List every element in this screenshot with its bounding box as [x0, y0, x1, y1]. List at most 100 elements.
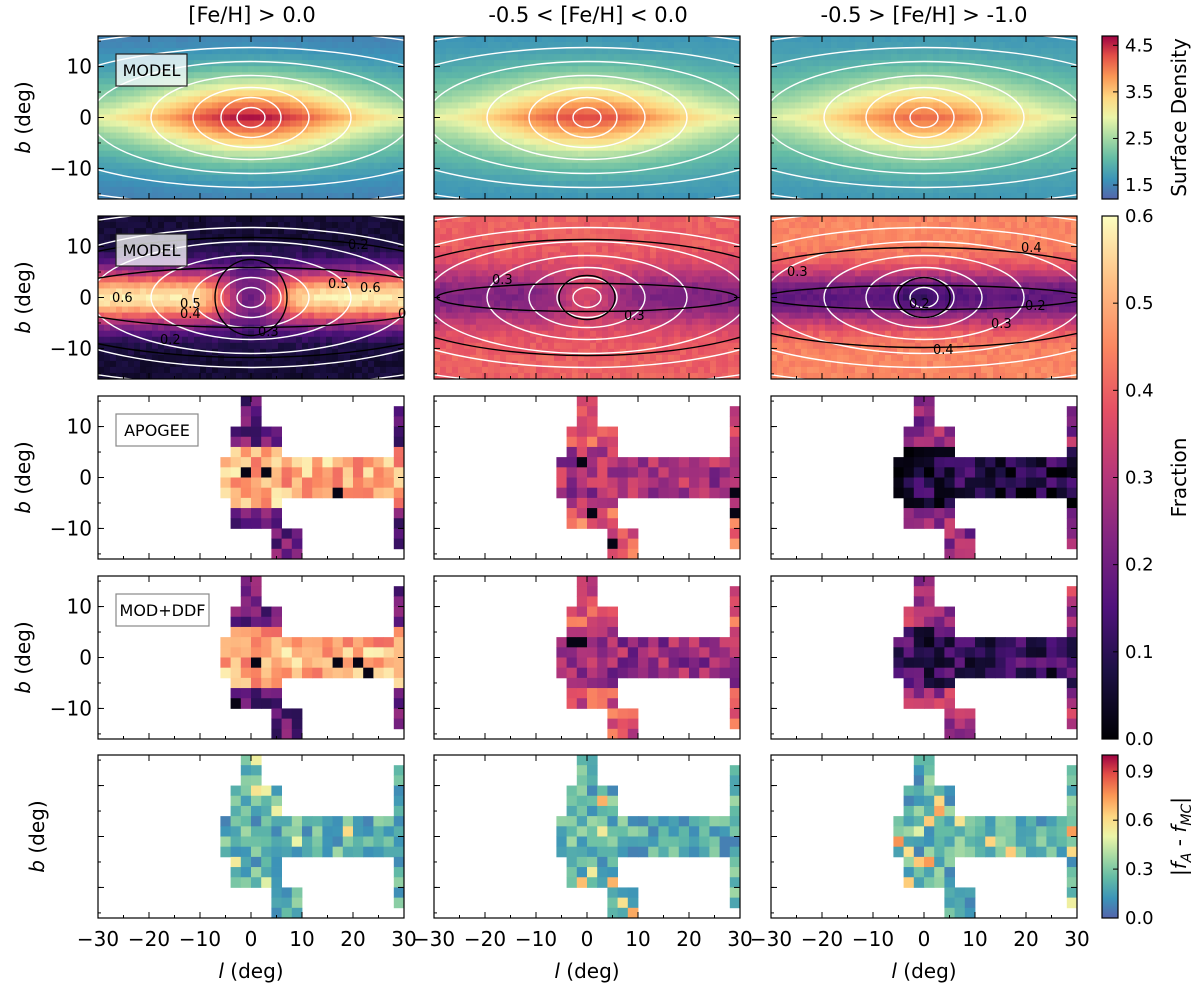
field-cell [140, 150, 147, 158]
field-cell [212, 216, 219, 223]
field-cell [458, 156, 465, 164]
field-cell [837, 180, 844, 188]
field-cell [1029, 174, 1036, 182]
field-cell [1005, 102, 1012, 110]
field-cell [1041, 126, 1048, 134]
field-cell [909, 78, 916, 85]
field-cell [116, 150, 123, 158]
field-cell [777, 120, 784, 128]
field-cell [945, 150, 952, 158]
field-cell [470, 90, 477, 97]
field-cell [933, 156, 940, 164]
field-cell [260, 48, 267, 55]
field-cell [548, 156, 555, 164]
field-cell [98, 348, 105, 356]
field-cell [662, 168, 669, 176]
field-cell [212, 138, 219, 146]
field-cell [164, 162, 171, 170]
field-cell [290, 120, 297, 128]
field-cell [164, 42, 171, 49]
field-cell [482, 132, 489, 140]
field-cell [98, 342, 105, 350]
field-cell [344, 48, 351, 55]
field-cell [981, 186, 988, 194]
field-cell [849, 120, 856, 128]
field-cell [1035, 96, 1042, 104]
field-cell [951, 132, 958, 140]
field-cell [446, 108, 453, 116]
field-cell [290, 96, 297, 104]
field-cell [236, 354, 243, 362]
field-cell [843, 66, 850, 73]
field-cell [722, 144, 729, 152]
field-cell [224, 78, 231, 85]
field-cell [182, 276, 189, 284]
field-cell [801, 66, 808, 73]
field-cell [819, 60, 826, 67]
field-cell [807, 162, 814, 170]
field-cell [446, 132, 453, 140]
field-cell [710, 138, 717, 146]
field-cell [626, 180, 633, 188]
field-cell [110, 294, 117, 302]
field-cell [909, 162, 916, 170]
field-cell [849, 174, 856, 182]
field-cell [771, 66, 778, 73]
field-cell [272, 162, 279, 170]
field-cell [134, 306, 141, 314]
field-cell [807, 120, 814, 128]
field-cell [1071, 126, 1077, 134]
field-cell [98, 360, 105, 368]
field-cell [500, 174, 507, 182]
field-cell [194, 156, 201, 164]
field-cell [734, 174, 740, 182]
field-cell [116, 288, 123, 296]
field-cell [326, 36, 333, 43]
field-cell [1065, 150, 1072, 158]
field-cell [278, 132, 285, 140]
field-cell [963, 48, 970, 55]
field-cell [1023, 174, 1030, 182]
field-cell [578, 108, 585, 116]
field-cell [1005, 72, 1012, 79]
field-cell [494, 150, 501, 158]
field-cell [128, 138, 135, 146]
field-cell [338, 36, 345, 43]
field-cell [596, 150, 603, 158]
field-cell [224, 72, 231, 79]
field-cell [554, 156, 561, 164]
field-cell [128, 186, 135, 194]
field-cell [620, 126, 627, 134]
field-cell [1005, 54, 1012, 61]
field-cell [716, 138, 723, 146]
field-cell [116, 144, 123, 152]
field-cell [110, 234, 117, 241]
field-cell [200, 186, 207, 194]
field-cell [230, 228, 237, 235]
field-cell [278, 72, 285, 79]
field-cell [1071, 42, 1077, 49]
field-cell [879, 48, 886, 55]
field-cell [344, 114, 351, 122]
field-cell [374, 162, 381, 170]
field-cell [200, 366, 207, 374]
field-cell [308, 84, 315, 91]
field-cell [680, 156, 687, 164]
field-cell [668, 96, 675, 104]
field-cell [452, 138, 459, 146]
field-cell [596, 48, 603, 55]
field-cell [452, 90, 459, 97]
field-cell [170, 294, 177, 302]
field-cell [1059, 192, 1066, 199]
field-cell [801, 120, 808, 128]
field-cell [188, 222, 195, 229]
field-cell [885, 186, 892, 194]
field-cell [182, 300, 189, 308]
field-cell [843, 186, 850, 194]
field-cell [644, 180, 651, 188]
field-cell [975, 90, 982, 97]
field-cell [686, 108, 693, 116]
field-cell [536, 102, 543, 110]
field-cell [182, 294, 189, 302]
field-cell [464, 126, 471, 134]
